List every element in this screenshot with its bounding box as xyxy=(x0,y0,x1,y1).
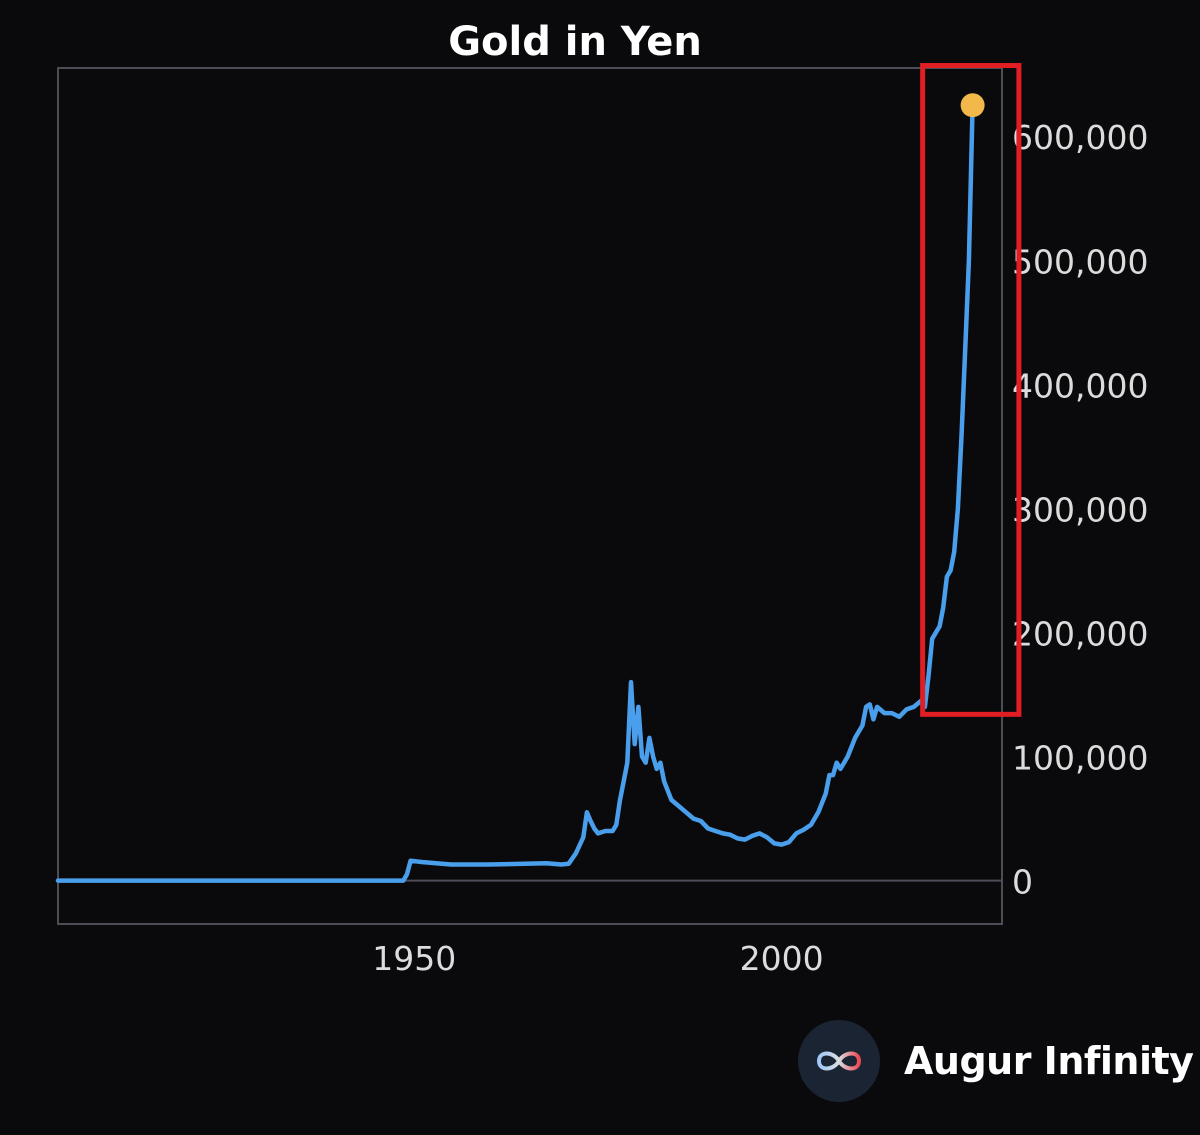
chart-title: Gold in Yen xyxy=(448,19,702,65)
y-tick-label: 100,000 xyxy=(1012,739,1148,778)
infinity-icon xyxy=(816,1051,862,1071)
brand-name: Augur Infinity xyxy=(904,1039,1194,1083)
x-tick-label: 2000 xyxy=(740,939,824,978)
plot-frame xyxy=(57,67,1003,925)
highlight-box xyxy=(920,63,1022,717)
price-line xyxy=(55,102,975,883)
y-tick-label: 400,000 xyxy=(1012,366,1148,405)
y-tick-label: 0 xyxy=(1012,863,1033,902)
x-tick-label: 1950 xyxy=(372,939,456,978)
chart: Gold in Yen 1950 2000 0 100,000 200,000 300,… xyxy=(55,19,1148,978)
brand-logo xyxy=(798,1020,880,1102)
y-tick-label: 300,000 xyxy=(1012,490,1148,529)
latest-value-marker xyxy=(960,93,985,118)
y-tick-label: 600,000 xyxy=(1012,118,1148,157)
y-tick-label: 500,000 xyxy=(1012,242,1148,281)
brand: Augur Infinity xyxy=(798,1020,1194,1102)
y-tick-label: 200,000 xyxy=(1012,614,1148,653)
